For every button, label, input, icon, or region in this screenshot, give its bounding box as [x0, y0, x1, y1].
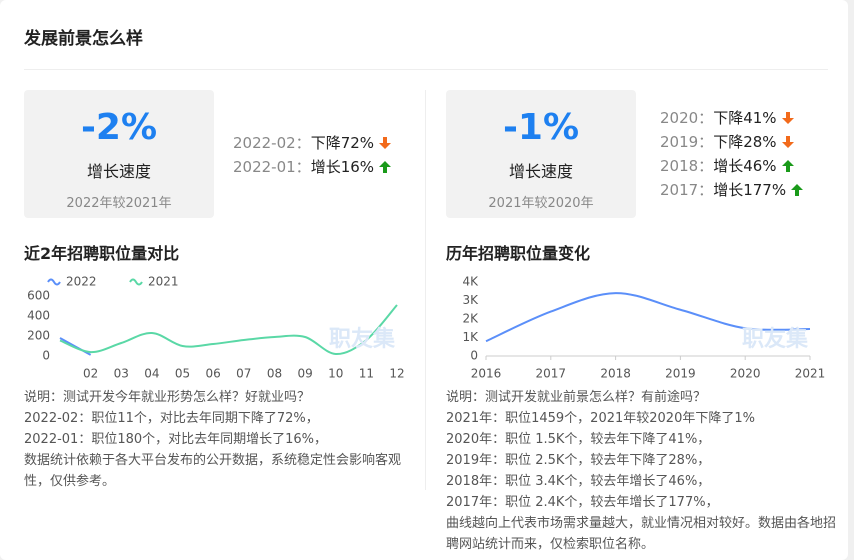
- stat-box: -1% 增长速度 2021年较2020年: [446, 90, 636, 218]
- stat-note: 2021年较2020年: [488, 196, 594, 211]
- legend-label: 2021: [148, 275, 179, 289]
- note-line: 2019年：职位 2.5K个，较去年下降了28%，: [446, 453, 711, 468]
- x-tick-label: 07: [236, 367, 251, 381]
- legend-icon: [129, 278, 143, 286]
- y-tick-label: 2K: [462, 312, 479, 326]
- x-tick-label: 10: [328, 367, 343, 381]
- x-tick-label: 2021: [795, 367, 826, 381]
- change-row: 2019：下降28%: [660, 130, 804, 154]
- legend-icon: [47, 278, 61, 286]
- x-tick-label: 05: [175, 367, 190, 381]
- legend-label: 2022: [66, 275, 97, 289]
- divider: [24, 69, 828, 70]
- trend-arrow: [781, 136, 794, 148]
- y-tick-label: 0: [42, 349, 50, 363]
- watermark: 职友集: [329, 326, 396, 352]
- watermark: 职友集: [742, 326, 809, 352]
- y-tick-label: 400: [27, 309, 50, 323]
- notes: 说明：测试开发就业前景怎么样？有前途吗？ 2021年：职位1459个，2021年较…: [446, 387, 836, 555]
- x-tick-label: 08: [267, 367, 282, 381]
- note-line: 说明：测试开发今年就业形势怎么样？好就业吗？: [24, 390, 311, 405]
- x-tick-label: 04: [144, 367, 159, 381]
- change-row: 2022-02：下降72%: [233, 131, 392, 155]
- y-tick-label: 3K: [462, 293, 479, 307]
- x-tick-label: 2017: [536, 367, 567, 381]
- change-period: 2019：: [660, 133, 714, 151]
- y-tick-label: 1K: [462, 330, 479, 344]
- arrow: [791, 184, 804, 196]
- change-period: 2022-01：: [233, 158, 311, 176]
- arrow: [781, 136, 794, 148]
- stat-label: 增长速度: [86, 162, 151, 181]
- y-tick-label: 0: [470, 349, 478, 363]
- y-tick-label: 600: [27, 289, 50, 303]
- y-tick-label: 4K: [462, 275, 479, 289]
- change-text: 增长16%: [310, 158, 375, 176]
- trend-arrow: [791, 184, 804, 196]
- x-tick-label: 09: [297, 367, 312, 381]
- note-line: 曲线越向上代表市场需求量越大，就业情况相对较好。数据由各地招聘网站统计而来，仅检…: [446, 516, 837, 552]
- stat: -2%: [80, 107, 158, 148]
- note-line: 2018年：职位 3.4K个，较去年增长了46%，: [446, 474, 711, 489]
- trend-arrow: [781, 160, 794, 172]
- change-row: 2020：下降41%: [660, 106, 804, 130]
- stat-box: -2% 增长速度 2022年较2021年: [24, 90, 214, 218]
- change-period: 2018：: [660, 157, 714, 175]
- arrow: [781, 160, 794, 172]
- series-line: [485, 292, 811, 343]
- trend-arrow: [781, 112, 794, 124]
- note-line: 数据统计依赖于各大平台发布的公开数据，系统稳定性会影响客观性，仅供参考。: [24, 453, 402, 489]
- arrow: [379, 161, 392, 173]
- series-line: [59, 337, 92, 356]
- note-line: 说明：测试开发就业前景怎么样？有前途吗？: [446, 390, 707, 405]
- stat-label: 增长速度: [508, 162, 573, 181]
- x-tick-label: 2019: [665, 367, 696, 381]
- change-text: 下降28%: [713, 133, 777, 151]
- x-tick-label: 2020: [730, 367, 761, 381]
- note-line: 2022-01：职位180个，对比去年同期增长了16%，: [24, 432, 328, 447]
- trend-arrow: [379, 161, 392, 173]
- chart-title: 历年招聘职位量变化: [446, 244, 591, 263]
- x-tick-label: 12: [389, 367, 404, 381]
- note-line: 2017年：职位 2.4K个，较去年增长了177%，: [446, 495, 719, 510]
- x-tick-label: 02: [83, 367, 98, 381]
- chart-title: 近2年招聘职位量对比: [24, 244, 180, 263]
- stat: -1%: [502, 107, 580, 148]
- series-line: [59, 304, 398, 356]
- x-tick-label: 11: [359, 367, 374, 381]
- note-line: 2020年：职位 1.5K个，较去年下降了41%，: [446, 432, 711, 447]
- change-list: 2022-02：下降72% 2022-01：增长16%: [233, 131, 392, 179]
- change-period: 2022-02：: [233, 134, 311, 152]
- divider: [425, 90, 426, 490]
- change-text: 增长46%: [713, 157, 777, 175]
- y-tick-label: 200: [27, 329, 50, 343]
- x-tick-label: 06: [206, 367, 221, 381]
- page-title: 发展前景怎么样: [24, 29, 143, 49]
- change-text: 下降41%: [713, 109, 777, 127]
- x-tick-label: 2016: [471, 367, 502, 381]
- change-list: 2020：下降41% 2019：下降28% 2018：增长46% 2017：增长177…: [660, 106, 804, 202]
- change-row: 2022-01：增长16%: [233, 155, 392, 179]
- change-row: 2017：增长177%: [660, 178, 804, 202]
- trend-arrow: [379, 137, 392, 149]
- change-period: 2020：: [660, 109, 714, 127]
- note-line: 2022-02：职位11个，对比去年同期下降了72%，: [24, 411, 319, 426]
- arrow: [379, 137, 392, 149]
- arrow: [781, 112, 794, 124]
- notes: 说明：测试开发今年就业形势怎么样？好就业吗？ 2022-02：职位11个，对比去年…: [24, 387, 414, 492]
- change-row: 2018：增长46%: [660, 154, 804, 178]
- change-text: 增长177%: [713, 181, 787, 199]
- stat-note: 2022年较2021年: [66, 196, 172, 211]
- note-line: 2021年：职位1459个，2021年较2020年下降了1%: [446, 411, 755, 426]
- change-text: 下降72%: [310, 134, 375, 152]
- x-tick-label: 2018: [600, 367, 631, 381]
- x-tick-label: 03: [114, 367, 129, 381]
- change-period: 2017：: [660, 181, 714, 199]
